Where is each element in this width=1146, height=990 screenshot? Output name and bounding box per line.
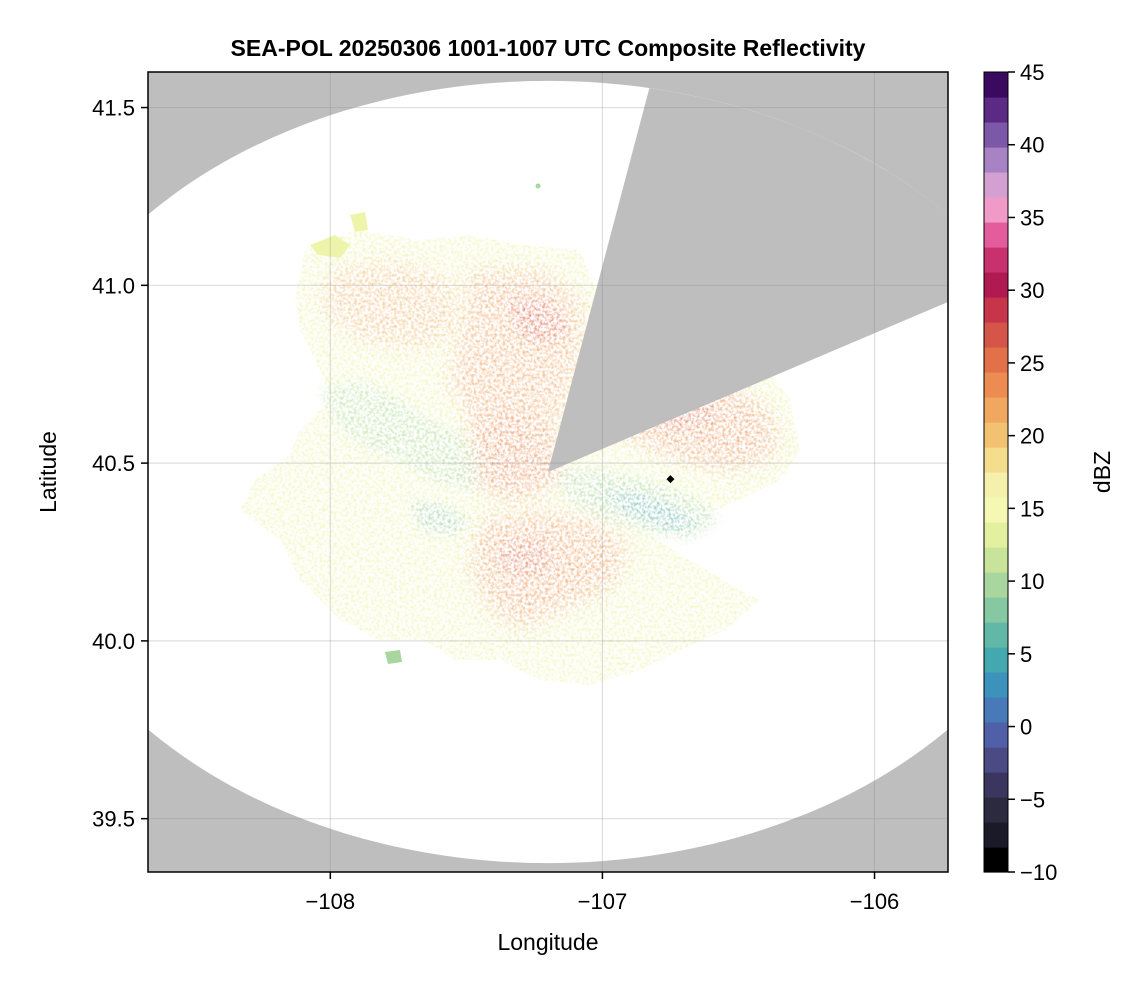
plot-area bbox=[148, 72, 948, 872]
plot-frame bbox=[147, 71, 949, 873]
colorbar: −10 −5 0 5 10 15 20 25 30 35 40 45 bbox=[983, 60, 1057, 885]
echo-peak-north bbox=[510, 300, 570, 345]
colorbar-label: dBZ bbox=[1089, 451, 1115, 493]
colorbar-swatch bbox=[984, 297, 1008, 323]
colorbar-swatch bbox=[984, 847, 1008, 873]
colorbar-swatch bbox=[984, 322, 1008, 348]
site-marker bbox=[666, 475, 675, 484]
colorbar-swatch bbox=[984, 597, 1008, 623]
x-tick-label: −108 bbox=[306, 889, 356, 914]
y-tick-label: 40.0 bbox=[92, 629, 135, 654]
colorbar-swatch bbox=[984, 772, 1008, 798]
colorbar-swatch bbox=[984, 672, 1008, 698]
grid-lines bbox=[148, 72, 948, 872]
colorbar-swatch bbox=[984, 147, 1008, 173]
blocked-sector bbox=[548, 88, 948, 472]
colorbar-tick-label: 30 bbox=[1020, 278, 1044, 303]
colorbar-swatch bbox=[984, 72, 1008, 98]
colorbar-tick-label: 15 bbox=[1020, 496, 1044, 521]
colorbar-swatch bbox=[984, 547, 1008, 573]
y-tick-label: 41.5 bbox=[92, 96, 135, 121]
colorbar-swatch bbox=[984, 272, 1008, 298]
colorbar-swatch bbox=[984, 822, 1008, 848]
colorbar-swatch bbox=[984, 122, 1008, 148]
y-axis-label: Latitude bbox=[35, 431, 61, 513]
echo-layer bbox=[240, 183, 800, 685]
echo-region-green-west bbox=[320, 380, 500, 490]
colorbar-swatch bbox=[984, 397, 1008, 423]
echo-cell-northwest-2 bbox=[350, 212, 368, 232]
colorbar-swatch bbox=[984, 247, 1008, 273]
y-axis: 39.5 40.0 40.5 41.0 41.5 bbox=[92, 96, 148, 832]
y-tick-label: 39.5 bbox=[92, 807, 135, 832]
colorbar-swatch bbox=[984, 97, 1008, 123]
colorbar-tick-label: 5 bbox=[1020, 642, 1032, 667]
echo-core-center bbox=[470, 410, 560, 500]
echo-region-teal bbox=[600, 490, 700, 530]
colorbar-tick-label: 45 bbox=[1020, 60, 1044, 85]
colorbar-swatch bbox=[984, 797, 1008, 823]
x-axis-label: Longitude bbox=[497, 929, 598, 955]
colorbar-swatch bbox=[984, 497, 1008, 523]
x-tick-label: −107 bbox=[578, 889, 628, 914]
colorbar-tick-label: 0 bbox=[1020, 715, 1032, 740]
echo-core-south bbox=[470, 510, 630, 630]
colorbar-frame bbox=[983, 71, 1009, 873]
echo-cell-northwest bbox=[310, 235, 350, 258]
colorbar-swatch bbox=[984, 222, 1008, 248]
colorbar-swatch bbox=[984, 572, 1008, 598]
echo-cell-north bbox=[535, 183, 541, 189]
colorbar-swatch bbox=[984, 422, 1008, 448]
colorbar-swatch bbox=[984, 472, 1008, 498]
colorbar-swatch bbox=[984, 197, 1008, 223]
x-tick-label: −106 bbox=[850, 889, 900, 914]
colorbar-swatch bbox=[984, 622, 1008, 648]
colorbar-swatch bbox=[984, 722, 1008, 748]
y-tick-label: 41.0 bbox=[92, 273, 135, 298]
colorbar-swatch bbox=[984, 522, 1008, 548]
colorbar-swatch bbox=[984, 747, 1008, 773]
colorbar-tick-label: 20 bbox=[1020, 424, 1044, 449]
echo-core-northwest bbox=[320, 260, 460, 350]
colorbar-tick-label: 10 bbox=[1020, 569, 1044, 594]
echo-cell-southwest bbox=[385, 650, 402, 664]
colorbar-swatch bbox=[984, 447, 1008, 473]
colorbar-tick-label: 40 bbox=[1020, 133, 1044, 158]
colorbar-swatch bbox=[984, 347, 1008, 373]
colorbar-tick-label: −5 bbox=[1020, 787, 1045, 812]
colorbar-tick-label: 25 bbox=[1020, 351, 1044, 376]
colorbar-swatch bbox=[984, 172, 1008, 198]
colorbar-swatch bbox=[984, 372, 1008, 398]
x-axis: −108 −107 −106 bbox=[306, 872, 900, 914]
colorbar-swatch bbox=[984, 697, 1008, 723]
echo-peak-south bbox=[500, 540, 555, 580]
chart-title: SEA-POL 20250306 1001-1007 UTC Composite… bbox=[231, 35, 866, 61]
colorbar-tick-label: −10 bbox=[1020, 860, 1057, 885]
echo-region-green-sw bbox=[410, 500, 470, 535]
colorbar-swatch bbox=[984, 647, 1008, 673]
y-tick-label: 40.5 bbox=[92, 451, 135, 476]
colorbar-tick-label: 35 bbox=[1020, 205, 1044, 230]
